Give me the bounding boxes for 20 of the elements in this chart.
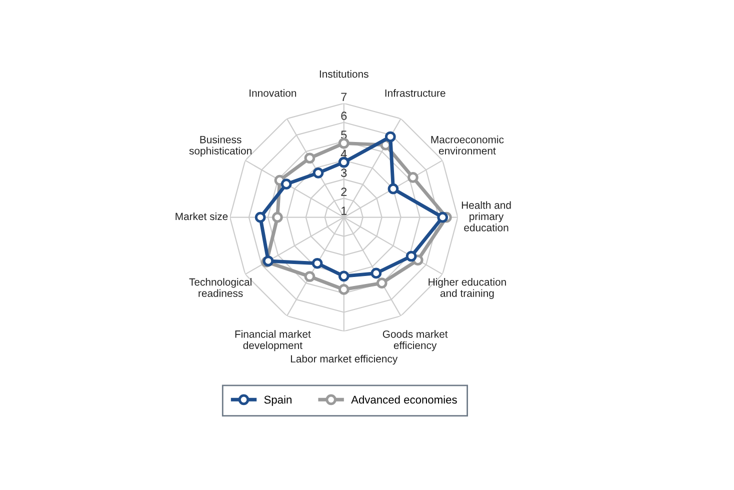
spoke-label: Innovation bbox=[250, 89, 296, 97]
spoke-label: Institutions bbox=[320, 70, 368, 78]
y-tick-label: 3 bbox=[341, 168, 347, 178]
y-tick-label: 2 bbox=[341, 188, 347, 196]
spoke-label: Health and primary education bbox=[462, 201, 511, 232]
spoke-label: Business sophistication bbox=[189, 136, 252, 157]
y-tick-label: 7 bbox=[341, 92, 347, 101]
legend-label: Spain bbox=[264, 395, 292, 406]
y-tick-label: 4 bbox=[340, 150, 347, 158]
spoke-label: Goods market efficiency bbox=[382, 330, 448, 352]
spoke-label: Infrastructure bbox=[385, 89, 446, 97]
spoke-label: Market size bbox=[176, 212, 228, 220]
spoke-label: Macroeconomic environment bbox=[431, 136, 504, 155]
spoke-label: Technological readiness bbox=[189, 278, 252, 297]
y-tick-label: 6 bbox=[341, 112, 347, 120]
spoke-label: Higher education and training bbox=[428, 278, 506, 299]
spoke-label: Labor market efficiency bbox=[290, 354, 398, 365]
legend-label: Advanced economies bbox=[351, 395, 457, 404]
y-tick-label: 1 bbox=[341, 206, 347, 215]
spoke-label: Financial market development bbox=[235, 330, 311, 352]
